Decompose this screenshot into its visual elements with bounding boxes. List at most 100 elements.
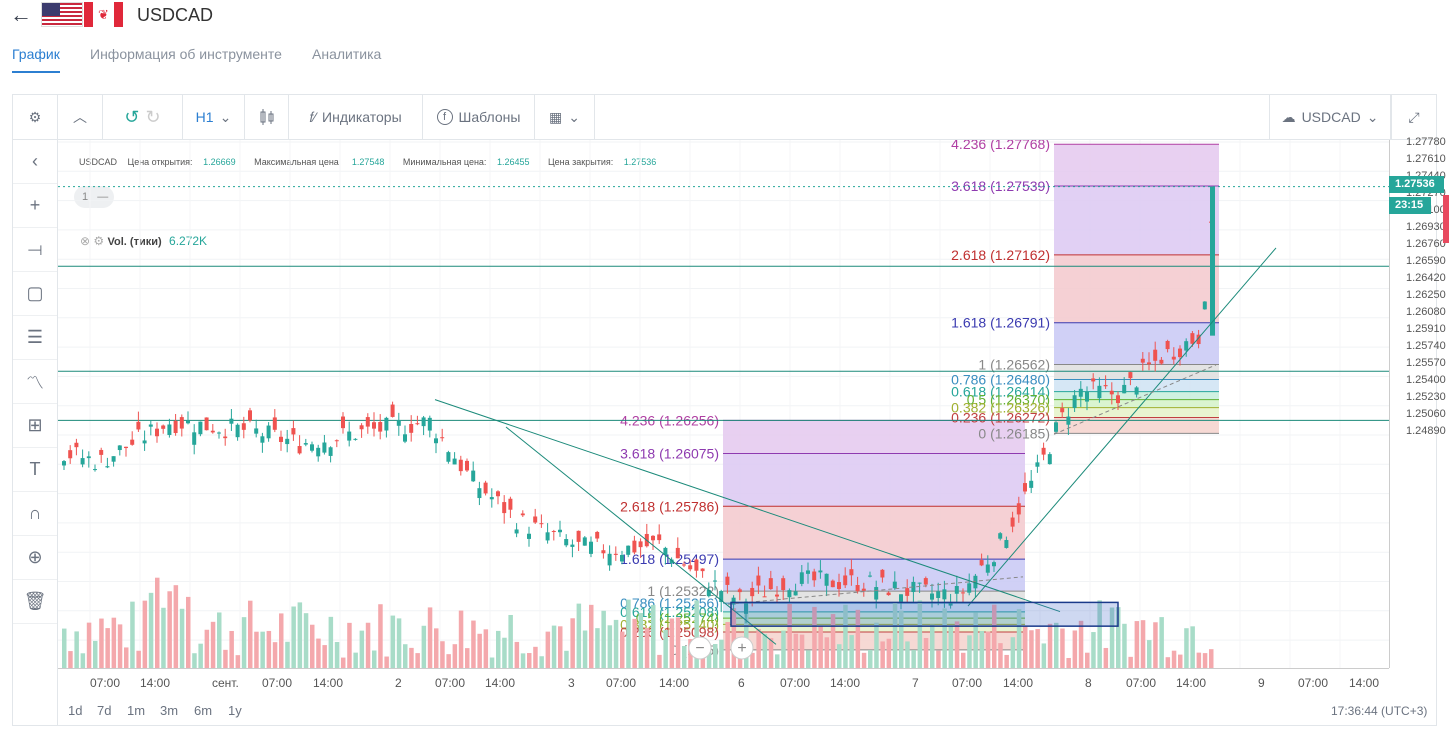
period-3m[interactable]: 3m xyxy=(160,703,179,718)
volume-bar xyxy=(378,604,383,668)
volume-bar xyxy=(372,650,377,668)
text-tool-icon[interactable]: T xyxy=(13,448,57,492)
volume-bar xyxy=(651,605,656,668)
candle-body xyxy=(279,436,283,442)
redo-icon[interactable]: ↻ xyxy=(145,106,161,127)
candle-body xyxy=(86,456,91,459)
tab-chart[interactable]: График xyxy=(12,46,60,73)
time-tick-label: 3 xyxy=(568,676,575,690)
volume-bar xyxy=(961,652,966,668)
period-1m[interactable]: 1m xyxy=(127,703,146,718)
volume-bar xyxy=(192,653,197,668)
candle-body xyxy=(775,594,779,597)
gear-icon[interactable]: ⚙ xyxy=(93,234,105,248)
tab-instrument-info[interactable]: Информация об инструменте xyxy=(90,46,282,62)
candle-body xyxy=(651,535,655,541)
volume-bar xyxy=(719,639,724,668)
candle-body xyxy=(589,541,593,554)
magnet-icon[interactable]: ∩ xyxy=(13,492,57,536)
header: ← ❦ USDCAD xyxy=(0,0,1449,32)
time-tick-label: 14:00 xyxy=(830,676,861,690)
fib-zone xyxy=(723,611,1025,619)
candle-body xyxy=(117,445,122,451)
volume-bar xyxy=(341,657,346,668)
time-tick-label: 14:00 xyxy=(485,676,516,690)
candle-body xyxy=(136,421,141,430)
volume-bar xyxy=(824,637,830,668)
line-tool-icon[interactable]: ⟞ xyxy=(13,228,57,272)
time-tick-label: 7 xyxy=(912,676,919,690)
candle-body xyxy=(248,410,252,421)
volume-bar xyxy=(396,618,402,668)
fib-zone xyxy=(723,618,1025,625)
volume-bar xyxy=(359,630,365,668)
fib-levels-icon[interactable]: ☰ xyxy=(13,316,57,360)
chevron-down-icon: ⌄ xyxy=(568,108,580,125)
time-axis[interactable] xyxy=(58,668,1389,692)
date-range-button[interactable]: ▦ ⌄ xyxy=(535,95,595,139)
volume-bar xyxy=(657,654,662,668)
candle-body xyxy=(508,498,513,510)
candle-body xyxy=(266,425,271,439)
period-7d[interactable]: 7d xyxy=(97,703,112,718)
fib-zone xyxy=(1054,399,1219,408)
volume-bar xyxy=(496,630,501,668)
candle-body xyxy=(806,570,810,574)
crosshair-icon[interactable]: + xyxy=(13,184,57,228)
candle-body xyxy=(223,436,228,439)
zoom-in-icon[interactable]: ⊕ xyxy=(13,536,57,580)
volume-bar xyxy=(886,638,892,668)
price-chart[interactable]: 4.236 (1.26256)3.618 (1.26075)2.618 (1.2… xyxy=(58,140,1389,668)
time-tick-label: 2 xyxy=(395,676,402,690)
volume-bar xyxy=(148,592,154,668)
candle-body xyxy=(533,516,538,523)
back-arrow-icon[interactable]: ← xyxy=(10,2,32,27)
compare-symbol-select[interactable]: ☁ USDCAD ⌄ xyxy=(1269,95,1391,139)
candle-body xyxy=(700,568,705,572)
volume-bar xyxy=(155,577,160,668)
fib-zone xyxy=(1054,186,1219,255)
volume-bar xyxy=(465,648,470,668)
candle-body xyxy=(744,601,748,614)
period-6m[interactable]: 6m xyxy=(194,703,213,718)
fullscreen-icon[interactable]: ⤢ xyxy=(1391,95,1436,139)
candle-type-icon[interactable] xyxy=(245,95,289,139)
volume-bar xyxy=(477,633,482,668)
period-1d[interactable]: 1d xyxy=(68,703,83,718)
candle-body xyxy=(545,532,550,541)
rectangle-tool-icon[interactable]: ▢ xyxy=(13,272,57,316)
tab-analytics[interactable]: Аналитика xyxy=(312,46,382,62)
volume-bar xyxy=(1147,640,1152,668)
volume-bar xyxy=(998,643,1003,668)
pane-selector[interactable]: 1 — xyxy=(74,186,114,208)
fib-level-label: 0.786 (1.26480) xyxy=(951,372,1050,388)
trend-line xyxy=(967,247,1277,607)
settings-gear-icon[interactable]: ⚙ xyxy=(13,95,58,139)
undo-icon[interactable]: ↺ xyxy=(124,106,140,127)
candle-body xyxy=(198,421,203,435)
candle-body xyxy=(756,575,761,586)
candle-body xyxy=(979,560,984,566)
volume-bar xyxy=(68,651,73,668)
candle-body xyxy=(713,580,717,582)
trash-icon[interactable]: 🗑 xyxy=(13,580,57,624)
pattern-tool-icon[interactable]: 〽 xyxy=(13,360,57,404)
close-circle-icon[interactable]: ⊗ xyxy=(80,234,91,248)
measure-tool-icon[interactable]: ⊞ xyxy=(13,404,57,448)
indicators-button[interactable]: 𝑓⁄ Индикаторы xyxy=(289,95,423,139)
fib-zone xyxy=(1054,144,1219,187)
volume-bar xyxy=(744,604,749,668)
interval-select[interactable]: H1 ⌄ xyxy=(183,95,245,139)
price-axis[interactable] xyxy=(1389,140,1437,668)
volume-bar xyxy=(446,654,451,668)
volume-bar xyxy=(917,600,923,668)
candle-body xyxy=(316,447,321,457)
volume-bar xyxy=(105,628,110,668)
collapse-chevron-up-icon[interactable]: ︿ xyxy=(58,95,103,139)
templates-button[interactable]: f Шаблоны xyxy=(423,95,535,139)
period-1y[interactable]: 1y xyxy=(228,703,242,718)
volume-bar xyxy=(1060,628,1065,668)
candle-body xyxy=(260,436,265,443)
collapse-left-icon[interactable]: ‹ xyxy=(13,140,57,184)
time-tick-label: 14:00 xyxy=(1176,676,1207,690)
